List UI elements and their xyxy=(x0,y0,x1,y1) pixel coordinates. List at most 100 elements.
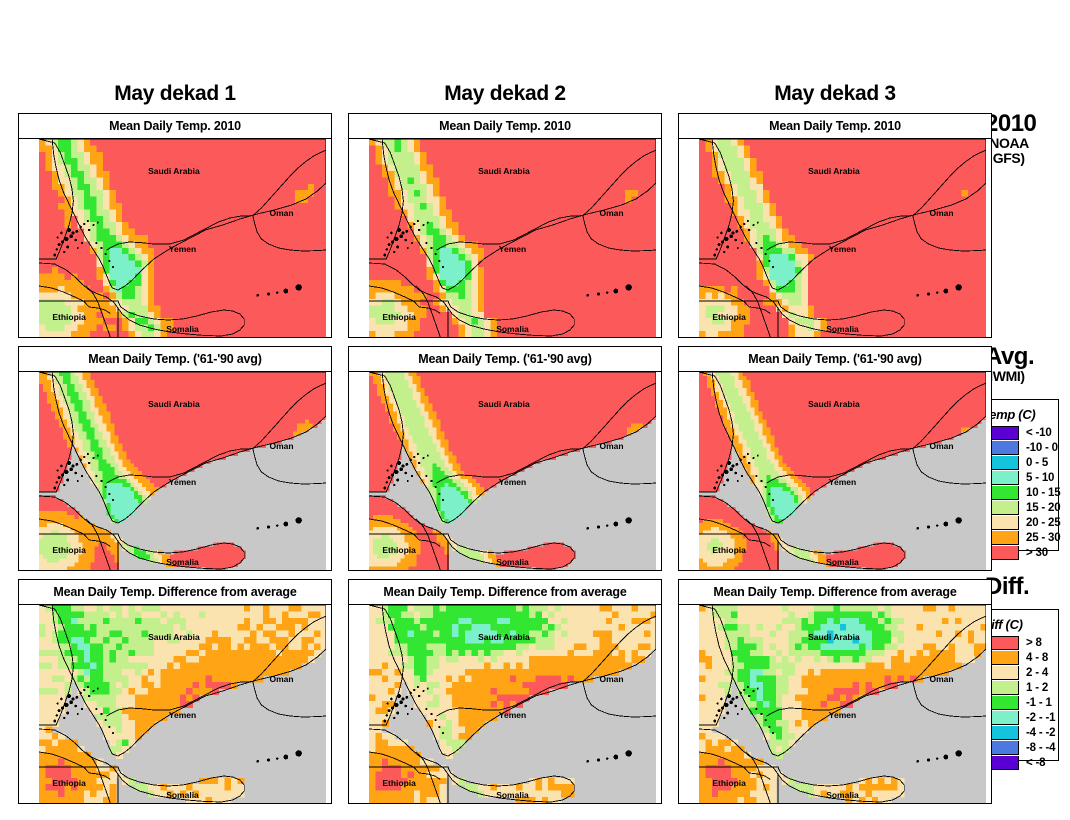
country-label: Ethiopia xyxy=(382,312,416,322)
country-label: Yemen xyxy=(499,710,526,720)
map-canvas: Saudi Arabia Oman Yemen Ethiopia Somalia xyxy=(699,139,986,337)
legend-temp-entry: 20 - 25 xyxy=(982,515,1061,530)
island-specks xyxy=(713,219,962,297)
country-label: Ethiopia xyxy=(712,312,746,322)
country-label: Saudi Arabia xyxy=(808,632,860,642)
legend-diff-entry: 1 - 2 xyxy=(982,680,1058,695)
row-label-2010-source: (NOAA - GFS) xyxy=(985,135,1029,167)
map-canvas: Saudi Arabia Oman Yemen Ethiopia Somalia xyxy=(699,605,986,803)
country-label: Saudi Arabia xyxy=(478,632,530,642)
map-panel-r2c1[interactable]: Mean Daily Temp. Difference from average… xyxy=(348,579,662,804)
coastline xyxy=(39,372,326,570)
country-label: Somalia xyxy=(166,557,199,567)
legend-temp-entry: > 30 xyxy=(982,545,1058,560)
map-canvas: Saudi Arabia Oman Yemen Ethiopia Somalia xyxy=(699,372,986,570)
country-label: Somalia xyxy=(826,324,859,334)
country-label: Yemen xyxy=(169,477,196,487)
panel-title: Mean Daily Temp. Difference from average xyxy=(679,580,991,605)
legend-temp-entry: 10 - 15 xyxy=(982,485,1061,500)
country-label: Saudi Arabia xyxy=(808,399,860,409)
column-header-1: May dekad 1 xyxy=(114,82,236,105)
map-canvas: Saudi Arabia Oman Yemen Ethiopia Somalia xyxy=(369,139,656,337)
raster-grid xyxy=(39,372,326,570)
legend-temp-label: 10 - 15 xyxy=(1026,486,1061,499)
country-label: Oman xyxy=(599,441,623,451)
legend-temp-rows: < -10 -10 - 0 0 - 5 5 - 10 10 - 15 15 - 20 20 … xyxy=(982,425,1061,560)
legend-diff-label: 2 - 4 xyxy=(1026,666,1049,679)
country-label: Oman xyxy=(929,674,953,684)
legend-diff-label: -2 - -1 xyxy=(1026,711,1056,724)
country-borders xyxy=(369,149,656,337)
country-label: Saudi Arabia xyxy=(148,632,200,642)
map-panel-r2c2[interactable]: Mean Daily Temp. Difference from average… xyxy=(678,579,992,804)
map-panel-r0c0[interactable]: Mean Daily Temp. 2010 Saudi Arabia Oman Ye… xyxy=(18,113,332,338)
legend-diff-label: -4 - -2 xyxy=(1026,726,1056,739)
legend-diff-label: -8 - -4 xyxy=(1026,741,1056,754)
coastline xyxy=(369,372,656,570)
country-label: Oman xyxy=(269,441,293,451)
map-panel-r1c0[interactable]: Mean Daily Temp. ('61-'90 avg) Saudi Ara… xyxy=(18,346,332,571)
legend-temp-entry: 0 - 5 xyxy=(982,455,1058,470)
country-label: Somalia xyxy=(166,790,199,800)
raster-grid xyxy=(39,605,326,803)
country-label: Yemen xyxy=(169,244,196,254)
panel-body: Saudi Arabia Oman Yemen Ethiopia Somalia xyxy=(679,605,991,803)
coastline xyxy=(699,372,986,570)
legend-temp-entry: 25 - 30 xyxy=(982,530,1061,545)
legend-temp-title: Temp (C) xyxy=(982,407,1036,422)
country-label: Yemen xyxy=(829,477,856,487)
legend-diff-label: < -8 xyxy=(1026,756,1046,769)
country-label: Ethiopia xyxy=(382,778,416,788)
legend-diff-label: 1 - 2 xyxy=(1026,681,1049,694)
panel-title: Mean Daily Temp. 2010 xyxy=(19,114,331,139)
country-label: Ethiopia xyxy=(52,778,86,788)
country-label: Saudi Arabia xyxy=(148,166,200,176)
country-label: Ethiopia xyxy=(712,545,746,555)
panel-title: Mean Daily Temp. Difference from average xyxy=(19,580,331,605)
legend-diff-label: -1 - 1 xyxy=(1026,696,1052,709)
legend-diff-entry: 4 - 8 xyxy=(982,650,1058,665)
country-borders xyxy=(369,382,656,570)
island-specks xyxy=(53,219,302,297)
island-specks xyxy=(713,452,962,530)
panel-body: Saudi Arabia Oman Yemen Ethiopia Somalia xyxy=(679,372,991,570)
map-panel-r1c2[interactable]: Mean Daily Temp. ('61-'90 avg) Saudi Ara… xyxy=(678,346,992,571)
panel-body: Saudi Arabia Oman Yemen Ethiopia Somalia xyxy=(19,605,331,803)
panel-title: Mean Daily Temp. Difference from average xyxy=(349,580,661,605)
row-label-diff: Diff. xyxy=(985,574,1030,599)
country-borders xyxy=(369,615,656,803)
raster-grid xyxy=(369,372,656,570)
row-label-avg-title: Avg. xyxy=(985,343,1035,370)
map-canvas: Saudi Arabia Oman Yemen Ethiopia Somalia xyxy=(39,605,326,803)
country-borders xyxy=(39,382,326,570)
legend-diff-rows: > 8 4 - 8 2 - 4 1 - 2 -1 - 1 -2 - -1 -4 - -2 -8… xyxy=(982,635,1058,770)
country-label: Ethiopia xyxy=(52,545,86,555)
country-borders xyxy=(39,615,326,803)
country-label: Yemen xyxy=(169,710,196,720)
country-label: Saudi Arabia xyxy=(808,166,860,176)
row-label-avg-source: (IWMI) xyxy=(985,368,1025,385)
raster-grid xyxy=(699,605,986,803)
map-panel-r0c1[interactable]: Mean Daily Temp. 2010 Saudi Arabia Oman Ye… xyxy=(348,113,662,338)
map-panel-r2c0[interactable]: Mean Daily Temp. Difference from average… xyxy=(18,579,332,804)
country-label: Oman xyxy=(599,674,623,684)
map-panel-r0c2[interactable]: Mean Daily Temp. 2010 Saudi Arabia Oman Ye… xyxy=(678,113,992,338)
legend-diff-entry: -8 - -4 xyxy=(982,740,1058,755)
map-canvas: Saudi Arabia Oman Yemen Ethiopia Somalia xyxy=(39,139,326,337)
country-borders xyxy=(699,149,986,337)
legend-diff-entry: > 8 xyxy=(982,635,1058,650)
raster-grid xyxy=(369,605,656,803)
country-borders xyxy=(699,615,986,803)
column-header-3: May dekad 3 xyxy=(774,82,896,105)
legend-temp-entry: -10 - 0 xyxy=(982,440,1058,455)
legend-diff-entry: -2 - -1 xyxy=(982,710,1058,725)
island-specks xyxy=(53,452,302,530)
country-label: Oman xyxy=(269,208,293,218)
legend-temp-label: 15 - 20 xyxy=(1026,501,1061,514)
country-label: Yemen xyxy=(829,244,856,254)
raster-grid xyxy=(39,139,326,337)
country-label: Oman xyxy=(599,208,623,218)
map-panel-r1c1[interactable]: Mean Daily Temp. ('61-'90 avg) Saudi Ara… xyxy=(348,346,662,571)
legend-temp-label: 0 - 5 xyxy=(1026,456,1049,469)
country-label: Oman xyxy=(929,208,953,218)
